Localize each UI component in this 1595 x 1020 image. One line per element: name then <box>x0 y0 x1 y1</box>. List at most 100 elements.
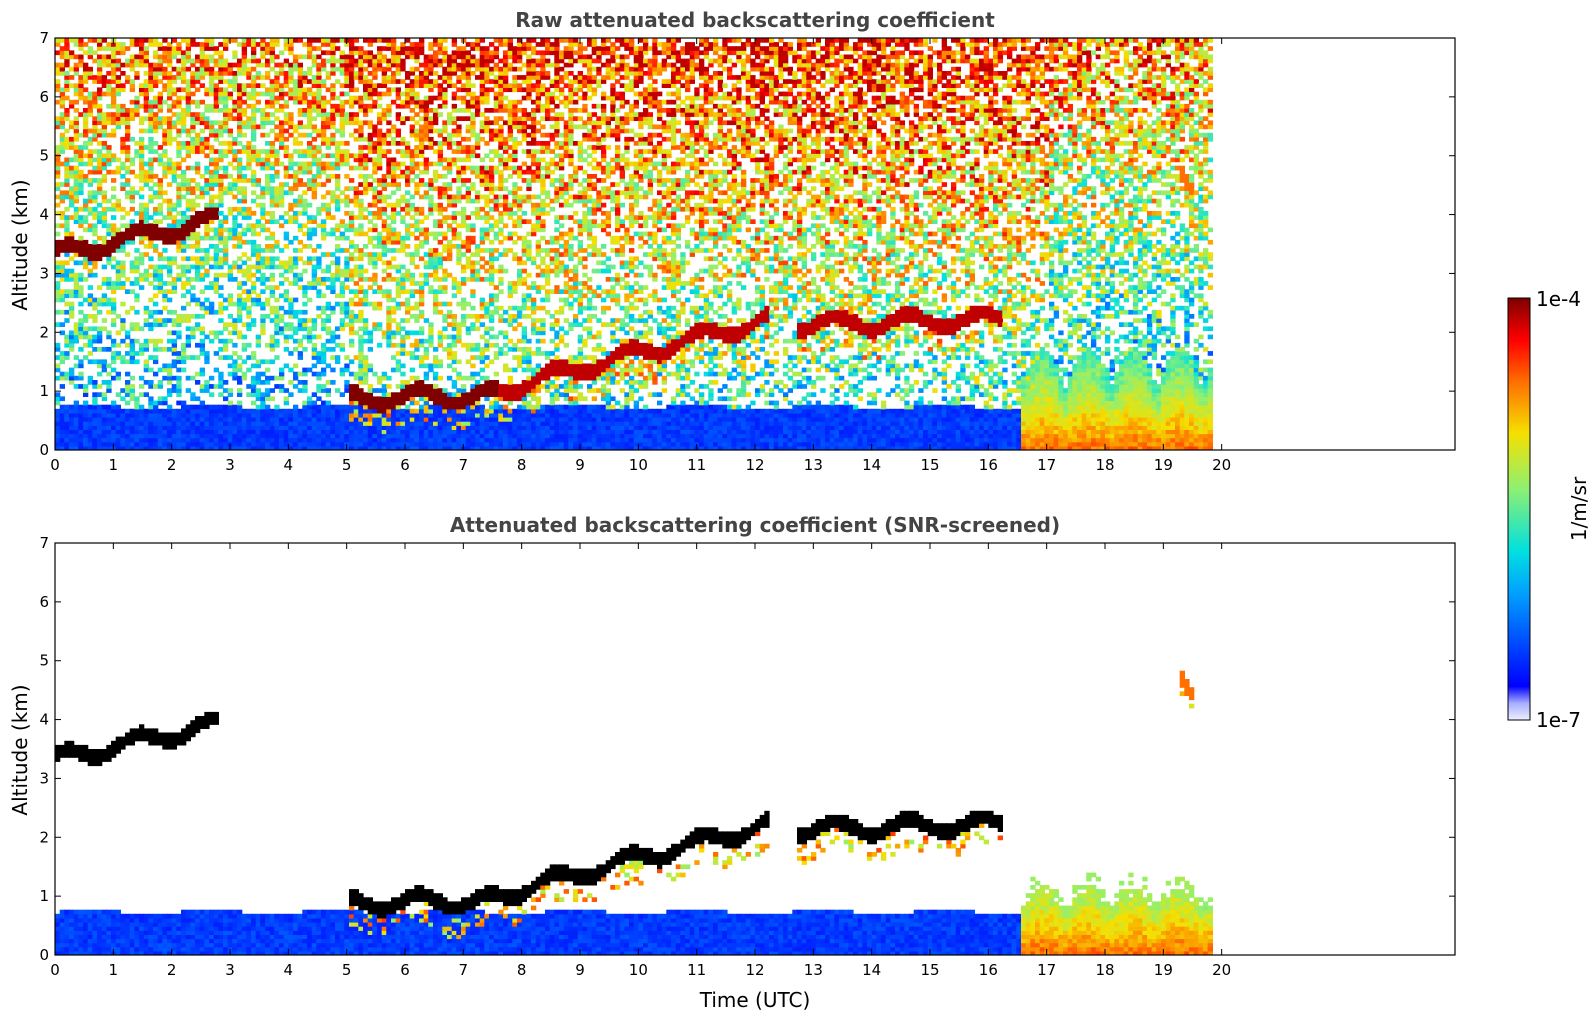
heatmap-cell <box>255 380 261 385</box>
heatmap-cell <box>391 42 397 47</box>
heatmap-cell <box>232 186 238 191</box>
heatmap-cell <box>265 285 271 290</box>
heatmap-cell <box>428 363 434 369</box>
heatmap-cell <box>64 75 70 80</box>
heatmap-cell <box>190 190 196 196</box>
heatmap-cell <box>204 124 210 130</box>
heatmap-cell <box>302 149 308 154</box>
heatmap-cell <box>134 38 140 43</box>
heatmap-cell <box>64 169 70 175</box>
heatmap-cell <box>395 359 401 365</box>
heatmap-cell <box>283 309 289 315</box>
heatmap-cell <box>148 75 154 80</box>
heatmap-cell <box>59 161 65 167</box>
heatmap-cell <box>181 223 187 229</box>
heatmap-cell <box>386 404 392 410</box>
heatmap-cell <box>209 227 215 233</box>
heatmap-cell <box>293 219 299 224</box>
heatmap-cell <box>59 297 65 303</box>
heatmap-cell <box>111 309 117 315</box>
heatmap-cell <box>260 112 266 117</box>
heatmap-cell <box>218 392 224 397</box>
heatmap-cell <box>433 425 439 430</box>
heatmap-cell <box>97 141 103 146</box>
heatmap-cell <box>232 149 238 154</box>
heatmap-cell <box>274 445 280 450</box>
heatmap-cell <box>55 289 61 294</box>
heatmap-cell <box>55 87 61 93</box>
heatmap-cell <box>241 194 247 200</box>
heatmap-cell <box>162 256 168 262</box>
heatmap-cell <box>414 305 420 311</box>
heatmap-cell <box>78 363 84 369</box>
heatmap-cell <box>223 62 229 68</box>
heatmap-cell <box>232 441 238 447</box>
heatmap-cell <box>97 182 103 187</box>
heatmap-cell <box>134 309 140 315</box>
heatmap-cell <box>251 75 257 80</box>
heatmap-cell <box>386 169 392 175</box>
heatmap-cell <box>176 235 182 241</box>
heatmap-cell <box>358 277 364 282</box>
heatmap-cell <box>139 421 145 426</box>
heatmap-cell <box>92 227 98 233</box>
heatmap-cell <box>297 83 303 88</box>
heatmap-cell <box>171 174 177 179</box>
heatmap-cell <box>64 429 70 435</box>
heatmap-cell <box>167 227 173 233</box>
heatmap-cell <box>353 264 359 270</box>
heatmap-cell <box>428 330 434 336</box>
heatmap-cell <box>283 91 289 97</box>
heatmap-cell <box>176 272 182 278</box>
heatmap-cell <box>316 277 322 282</box>
heatmap-cell <box>171 161 177 167</box>
heatmap-cell <box>171 112 177 117</box>
heatmap-cell <box>78 54 84 60</box>
heatmap-cell <box>115 445 121 450</box>
heatmap-cell <box>129 322 135 327</box>
heatmap-cell <box>260 194 266 200</box>
heatmap-cell <box>213 161 219 167</box>
heatmap-cell <box>213 136 219 142</box>
heatmap-cell <box>339 54 345 60</box>
heatmap-cell <box>297 211 303 216</box>
heatmap-cell <box>213 351 219 356</box>
heatmap-cell <box>59 445 65 450</box>
heatmap-cell <box>349 62 355 68</box>
heatmap-cell <box>283 71 289 76</box>
heatmap-cell <box>162 417 168 422</box>
heatmap-cell <box>377 128 383 134</box>
heatmap-cell <box>181 351 187 356</box>
heatmap-cell <box>227 112 233 117</box>
heatmap-cell <box>419 71 425 76</box>
heatmap-cell <box>325 326 331 332</box>
heatmap-cell <box>414 112 420 117</box>
heatmap-cell <box>358 338 364 344</box>
heatmap-cell <box>344 174 350 179</box>
heatmap-cell <box>195 120 201 126</box>
heatmap-cell <box>185 244 191 249</box>
heatmap-cell <box>265 297 271 303</box>
heatmap-cell <box>55 363 61 369</box>
heatmap-cell <box>181 182 187 187</box>
heatmap-cell <box>148 239 154 245</box>
heatmap-cell <box>195 297 201 303</box>
heatmap-cell <box>134 264 140 270</box>
heatmap-cell <box>302 367 308 373</box>
heatmap-cell <box>143 145 149 150</box>
heatmap-cell <box>279 445 285 450</box>
heatmap-cell <box>171 408 177 414</box>
heatmap-cell <box>251 54 257 60</box>
heatmap-cell <box>321 227 327 233</box>
heatmap-cell <box>330 429 336 435</box>
heatmap-cell <box>106 58 112 64</box>
heatmap-cell <box>59 417 65 422</box>
heatmap-cell <box>87 260 93 266</box>
heatmap-cell <box>106 252 112 257</box>
heatmap-cell <box>139 206 145 212</box>
heatmap-cell <box>353 136 359 142</box>
heatmap-cell <box>55 445 61 450</box>
heatmap-cell <box>69 371 75 377</box>
heatmap-cell <box>139 437 145 443</box>
heatmap-cell <box>167 71 173 76</box>
